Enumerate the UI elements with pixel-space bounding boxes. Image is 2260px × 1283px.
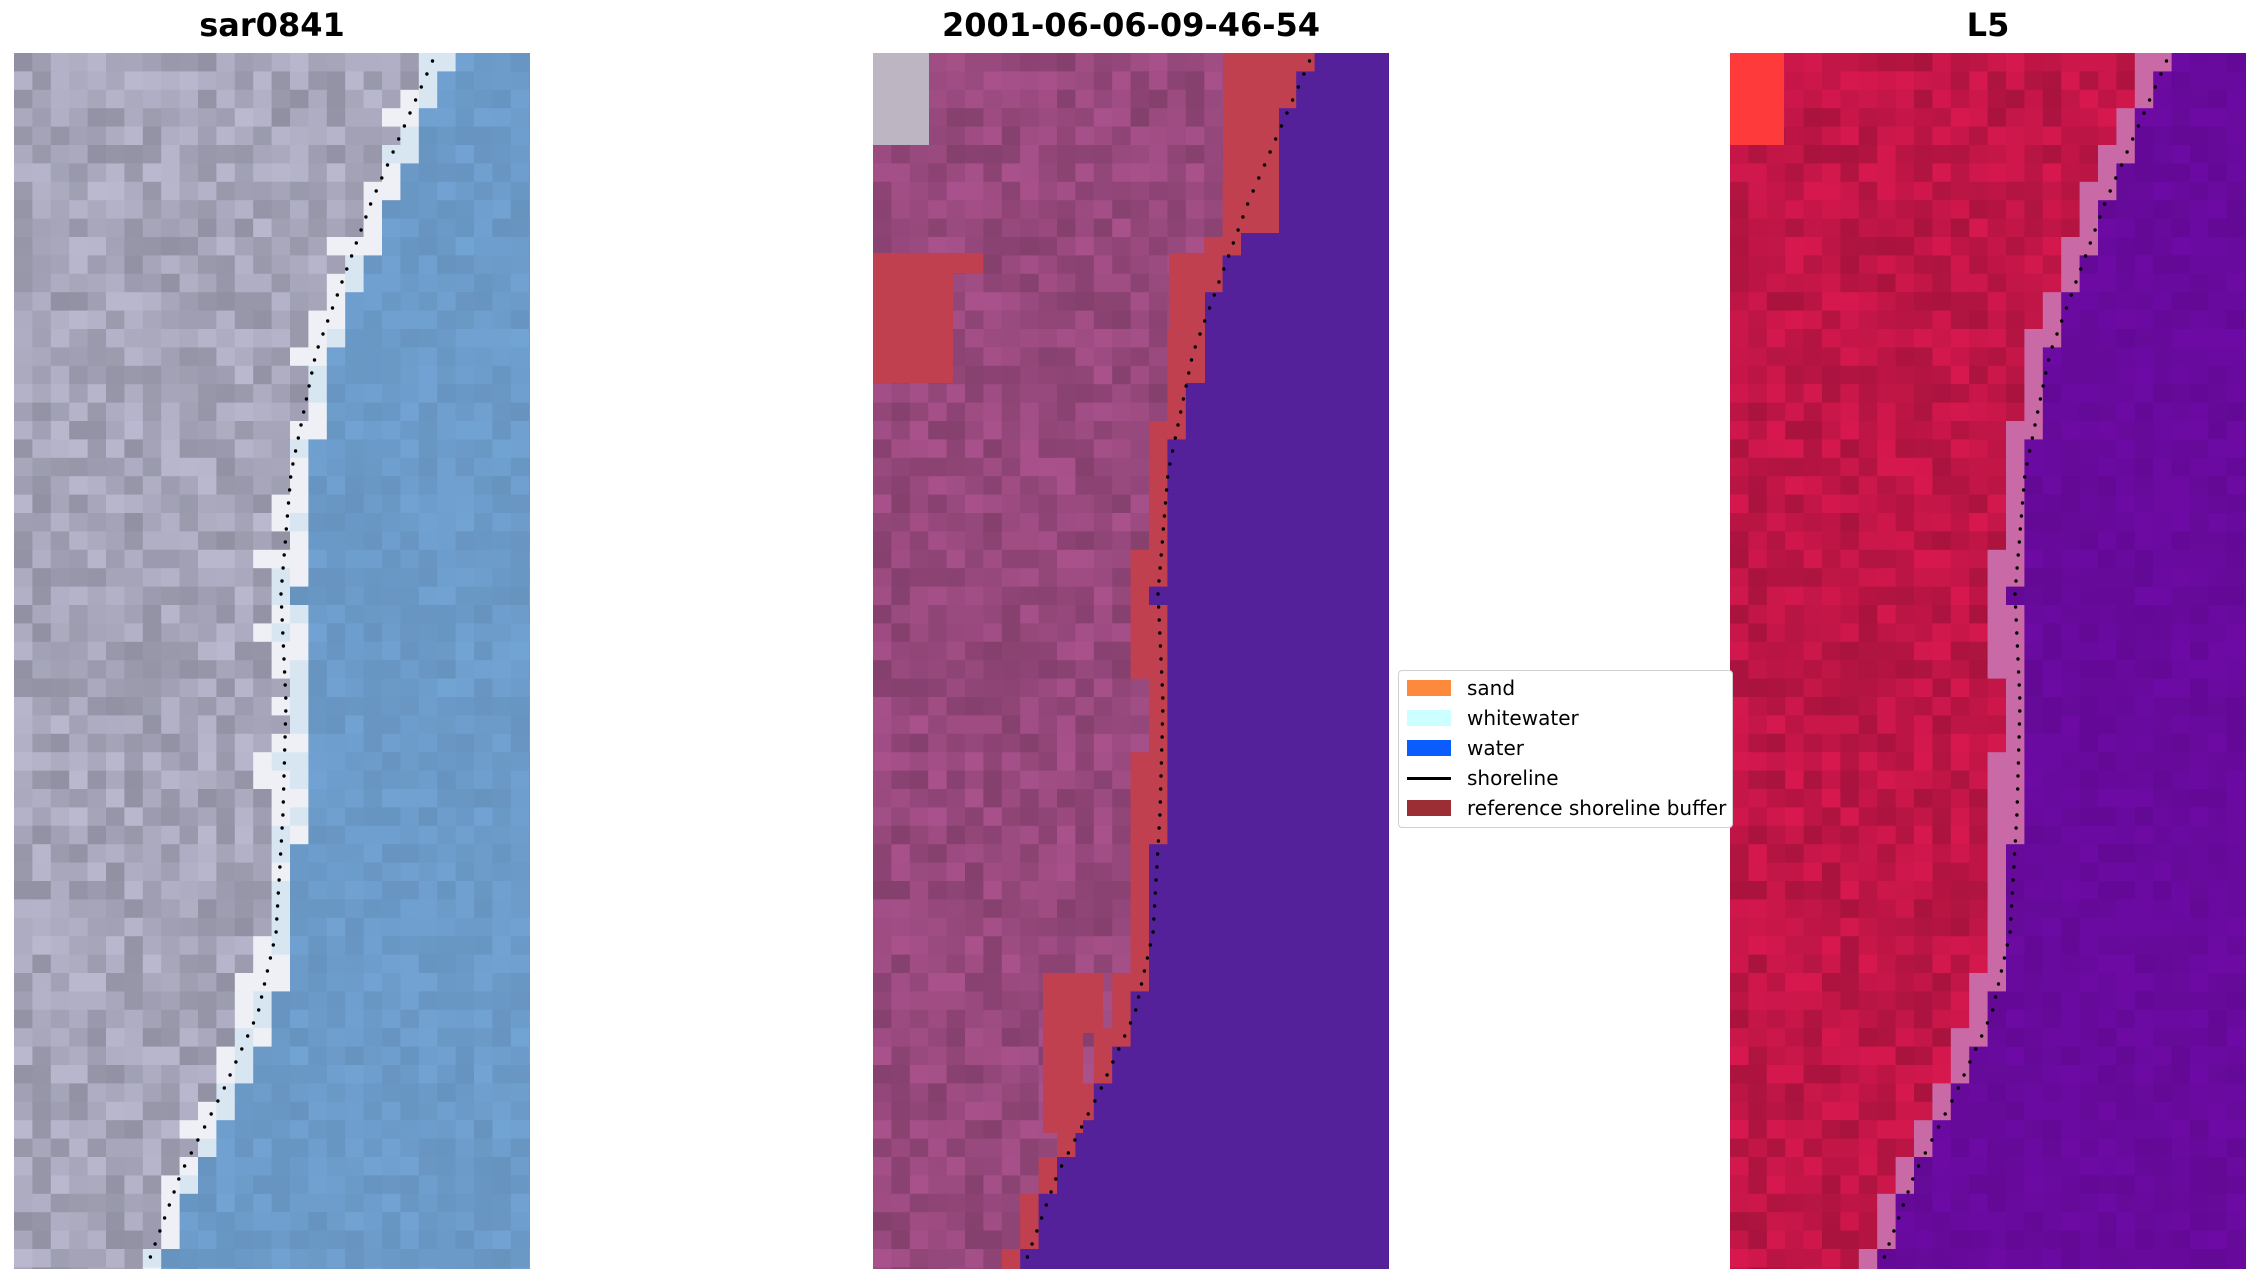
- index-image-panel[interactable]: [1730, 53, 2246, 1269]
- legend-label-sand: sand: [1467, 676, 1516, 700]
- raster-cells: [873, 53, 1389, 1269]
- legend-label-shoreline: shoreline: [1467, 766, 1559, 790]
- classified-image: [873, 53, 1389, 1269]
- panel-title-index: L5: [1966, 6, 2010, 44]
- panel-title-rgb: sar0841: [199, 6, 345, 44]
- classified-image-panel[interactable]: [873, 53, 1389, 1269]
- legend-item-water: water: [1407, 735, 1524, 761]
- legend-item-sand: sand: [1407, 675, 1515, 701]
- legend-item-whitewater: whitewater: [1407, 705, 1579, 731]
- legend-label-whitewater: whitewater: [1467, 706, 1579, 730]
- legend-swatch-sand: [1407, 680, 1451, 696]
- rgb-image-panel[interactable]: [14, 53, 530, 1269]
- shoreline-dots: [148, 59, 435, 1259]
- raster-cells: [1730, 53, 2246, 1269]
- legend-swatch-water: [1407, 740, 1451, 756]
- buffer-patches: [873, 53, 1279, 1133]
- legend-line-shoreline: [1407, 776, 1451, 780]
- shoreline-dots: [1025, 59, 1312, 1259]
- legend-label-water: water: [1467, 736, 1524, 760]
- index-image: [1730, 53, 2246, 1269]
- legend-swatch-whitewater: [1407, 710, 1451, 726]
- legend-item-shoreline: shoreline: [1407, 765, 1559, 791]
- raster-cells: [14, 53, 530, 1269]
- rgb-image: [14, 53, 530, 1269]
- legend-item-reference-buffer: reference shoreline buffer: [1407, 795, 1726, 821]
- legend: sand whitewater water shoreline referenc…: [1398, 670, 1733, 828]
- shoreline-dots: [1882, 59, 2169, 1259]
- panel-title-classified: 2001-06-06-09-46-54: [941, 6, 1321, 44]
- index-corner: [1730, 53, 1784, 145]
- legend-label-reference-buffer: reference shoreline buffer: [1467, 796, 1727, 820]
- legend-swatch-reference-buffer: [1407, 800, 1451, 816]
